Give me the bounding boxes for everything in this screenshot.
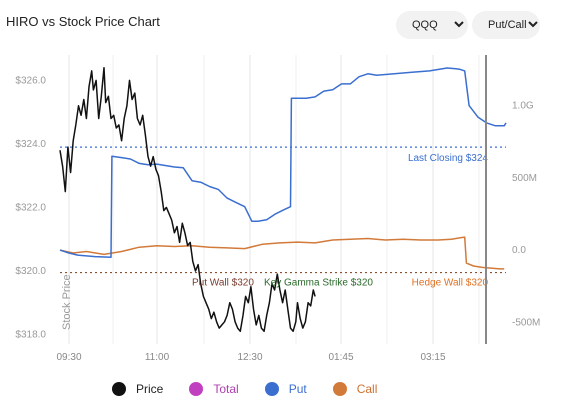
x-tick-label: 12:30 xyxy=(237,352,262,363)
x-tick-label: 11:00 xyxy=(145,352,170,363)
put-wall-label: Put Wall $320 xyxy=(192,278,254,289)
chart-legend: Price Total Put Call xyxy=(112,382,403,396)
symbol-select-value: QQQ xyxy=(412,19,438,31)
legend-label-call: Call xyxy=(356,382,378,396)
x-tick-label: 01:45 xyxy=(328,352,353,363)
key-gamma-strike-label: Key Gamma Strike $320 xyxy=(264,278,373,289)
grid-lines xyxy=(68,55,480,344)
price-series-line xyxy=(59,66,316,333)
y-right-tick-label: 1.0G xyxy=(512,101,534,112)
y-right-tick-label: -500M xyxy=(512,317,540,328)
y-left-tick-label: $326.0 xyxy=(15,75,46,86)
y-left-tick-label: $320.0 xyxy=(15,266,46,277)
chevron-down-icon xyxy=(450,20,468,31)
y-right-tick-label: 500M xyxy=(512,173,537,184)
y-left-tick-label: $324.0 xyxy=(15,139,46,150)
x-tick-label: 09:30 xyxy=(56,352,81,363)
axis-labels: 09:30 11:00 12:30 01:45 03:15 $318.0 $320.0 $32… xyxy=(15,75,540,363)
hedge-wall-label: Hedge Wall $320 xyxy=(412,278,489,289)
chevron-down-icon xyxy=(527,20,540,31)
y-left-axis-label: Stock Price xyxy=(61,274,73,330)
annotation-labels: Last Closing $324 Put Wall $320 Key Gamma … xyxy=(192,153,488,288)
put-series-line xyxy=(59,67,507,259)
y-right-tick-label: 0.0 xyxy=(512,245,526,256)
series-lines xyxy=(59,66,507,333)
mode-select[interactable]: Put/Call xyxy=(472,11,540,39)
legend-swatch-call xyxy=(332,382,347,396)
level-lines xyxy=(60,146,506,274)
mode-select-value: Put/Call xyxy=(488,19,527,31)
legend-item-call[interactable]: Call xyxy=(332,382,378,396)
last-closing-label: Last Closing $324 xyxy=(408,153,488,164)
y-left-tick-label: $322.0 xyxy=(15,202,46,213)
page-title: HIRO vs Stock Price Chart xyxy=(6,14,160,29)
legend-label-total: Total xyxy=(213,382,239,396)
legend-item-total[interactable]: Total xyxy=(189,382,239,396)
symbol-select[interactable]: QQQ xyxy=(396,11,468,39)
legend-swatch-total xyxy=(189,382,204,396)
legend-label-put: Put xyxy=(288,382,307,396)
legend-label-price: Price xyxy=(136,382,164,396)
legend-item-price[interactable]: Price xyxy=(112,382,163,396)
legend-item-put[interactable]: Put xyxy=(264,382,307,396)
legend-swatch-put xyxy=(264,382,279,396)
x-tick-label: 03:15 xyxy=(420,352,445,363)
legend-swatch-price xyxy=(112,382,126,396)
y-left-tick-label: $318.0 xyxy=(15,329,46,340)
call-series-line xyxy=(59,236,505,270)
